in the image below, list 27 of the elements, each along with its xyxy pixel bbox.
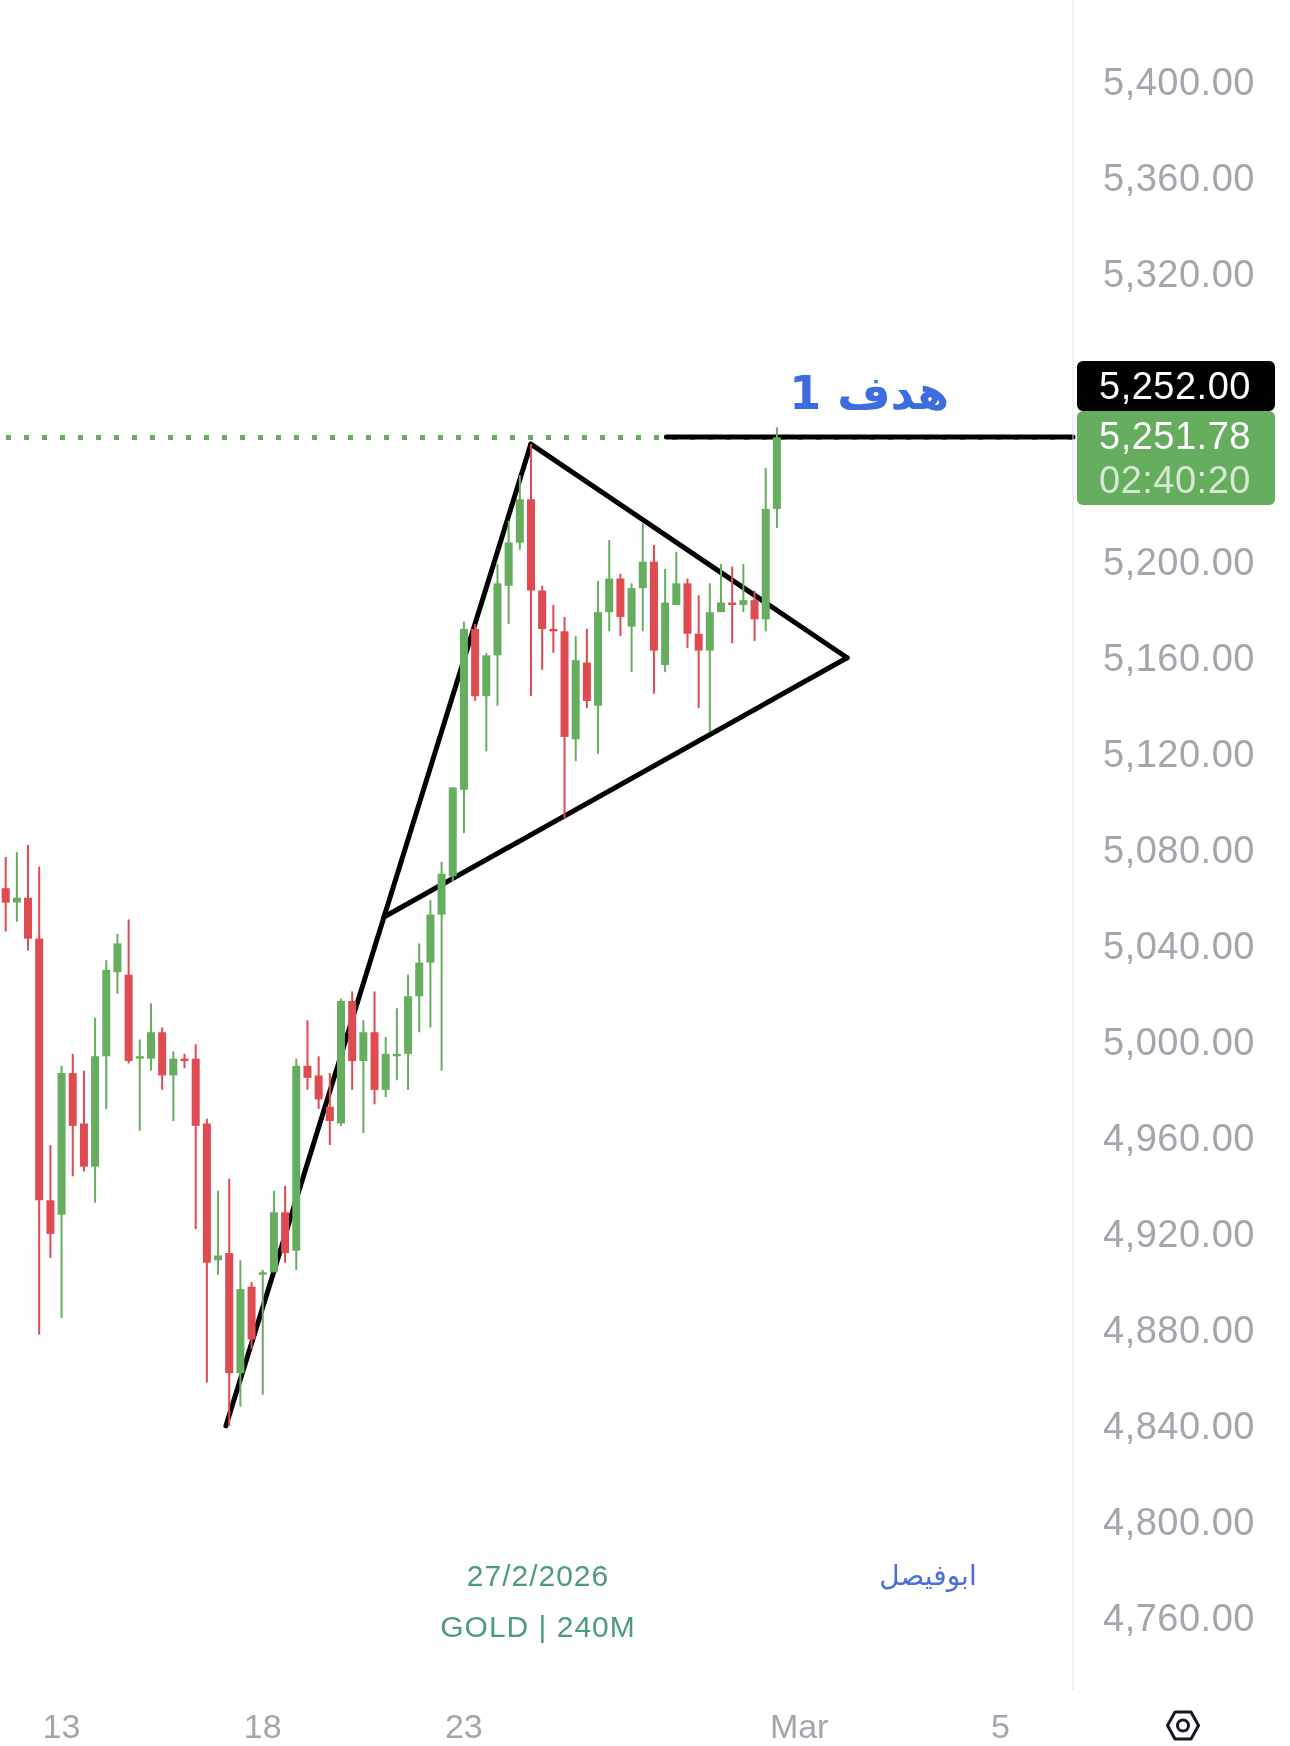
annotation: GOLD | 240M — [439, 1609, 637, 1645]
y-tick-label: 5,080.00 — [1103, 828, 1255, 871]
y-tick-label: 4,760.00 — [1103, 1596, 1255, 1639]
x-tick-label: 23 — [444, 1707, 483, 1745]
y-tick-label: 4,880.00 — [1103, 1308, 1255, 1351]
x-tick-label: 13 — [42, 1707, 81, 1745]
y-tick-label: 4,920.00 — [1103, 1212, 1255, 1255]
y-tick-label: 5,040.00 — [1103, 924, 1255, 967]
annotation: 27/2/2026 — [465, 1558, 611, 1594]
text: 5,252.00 — [1077, 361, 1275, 412]
y-tick-label: 4,840.00 — [1103, 1404, 1255, 1447]
annotation: ابوفيصل — [878, 1558, 978, 1594]
text: 02:40:20 — [1099, 458, 1252, 503]
y-tick-label: 5,160.00 — [1103, 636, 1255, 679]
x-tick-label: Mar — [769, 1707, 829, 1745]
annotation: هدف 1 — [788, 365, 951, 423]
x-tick-label: 18 — [243, 1707, 282, 1745]
ref-line-label: 5,251.78 — [1099, 414, 1252, 459]
y-tick-label: 5,400.00 — [1103, 60, 1255, 103]
y-tick-label: 5,360.00 — [1103, 156, 1255, 199]
y-tick-label: 5,320.00 — [1103, 252, 1255, 295]
y-tick-label: 4,960.00 — [1103, 1116, 1255, 1159]
y-tick-label: 5,000.00 — [1103, 1020, 1255, 1063]
y-tick-label: 4,800.00 — [1103, 1500, 1255, 1543]
y-tick-label: 5,200.00 — [1103, 540, 1255, 583]
x-tick-label: 5 — [990, 1707, 1010, 1745]
y-tick-label: 5,120.00 — [1103, 732, 1255, 775]
